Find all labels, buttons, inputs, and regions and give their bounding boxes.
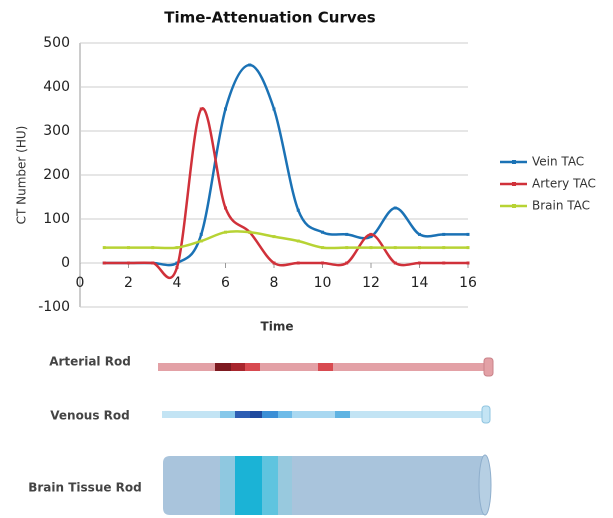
y-tick-label: 0	[61, 255, 70, 271]
y-tick-label: 300	[43, 123, 70, 139]
point	[175, 265, 179, 269]
brain-rod	[163, 454, 492, 516]
point	[321, 246, 324, 250]
rod-label: Brain Tissue Rod	[28, 481, 142, 495]
point	[393, 261, 397, 265]
point	[127, 246, 130, 250]
point	[442, 246, 446, 250]
arterial-rod	[158, 357, 494, 377]
series-line	[104, 230, 468, 250]
point	[248, 230, 252, 234]
y-tick-label: 500	[43, 35, 70, 51]
y-tick-label: 100	[43, 211, 70, 227]
point	[321, 230, 324, 234]
point	[393, 206, 397, 210]
x-tick-label: 4	[173, 275, 182, 291]
point	[151, 246, 155, 250]
point	[369, 246, 373, 250]
x-tick-label: 12	[362, 275, 380, 291]
series-line	[104, 107, 468, 280]
point	[321, 261, 324, 265]
point	[369, 232, 373, 236]
point	[224, 230, 227, 234]
point	[224, 206, 227, 210]
x-tick-label: 2	[124, 275, 133, 291]
chart-title: Time-Attenuation Curves	[164, 9, 376, 27]
x-tick-label: 14	[411, 275, 429, 291]
point	[369, 235, 373, 239]
point	[127, 261, 130, 265]
y-tick-label: 400	[43, 79, 70, 95]
x-tick-label: 0	[76, 275, 85, 291]
y-tick-label: 200	[43, 167, 70, 183]
x-tick-label: 6	[221, 275, 230, 291]
y-tick-label: -100	[38, 299, 70, 315]
point	[296, 239, 300, 243]
point	[175, 246, 179, 250]
point	[466, 246, 470, 250]
point	[418, 246, 421, 250]
point	[151, 261, 155, 265]
point	[272, 261, 276, 265]
point	[102, 246, 106, 250]
x-tick-label: 10	[314, 275, 332, 291]
point	[296, 208, 300, 212]
point	[345, 261, 349, 265]
point	[272, 107, 276, 111]
point	[102, 261, 106, 265]
point	[199, 107, 203, 111]
point	[345, 246, 349, 250]
legend-label: Vein TAC	[532, 155, 584, 169]
point	[224, 107, 227, 111]
point	[393, 246, 397, 250]
y-axis-label: CT Number (HU)	[15, 126, 29, 225]
venous-rod	[162, 405, 491, 424]
legend-marker	[512, 182, 516, 186]
point	[248, 63, 252, 67]
point	[296, 261, 300, 265]
legend-marker	[512, 160, 516, 164]
series-line	[104, 63, 468, 267]
point	[272, 235, 276, 239]
x-tick-label: 16	[459, 275, 477, 291]
legend-label: Brain TAC	[532, 199, 590, 213]
point	[442, 261, 446, 265]
rod-label: Venous Rod	[50, 409, 130, 423]
point	[442, 232, 446, 236]
point	[199, 232, 203, 236]
point	[345, 232, 349, 236]
x-tick-label: 8	[270, 275, 279, 291]
point	[466, 232, 470, 236]
point	[199, 239, 203, 243]
legend-marker	[512, 204, 516, 208]
x-axis-label: Time	[261, 320, 294, 334]
rod-label: Arterial Rod	[49, 355, 131, 369]
point	[418, 261, 421, 265]
point	[466, 261, 470, 265]
point	[418, 232, 421, 236]
legend-label: Artery TAC	[532, 177, 596, 191]
